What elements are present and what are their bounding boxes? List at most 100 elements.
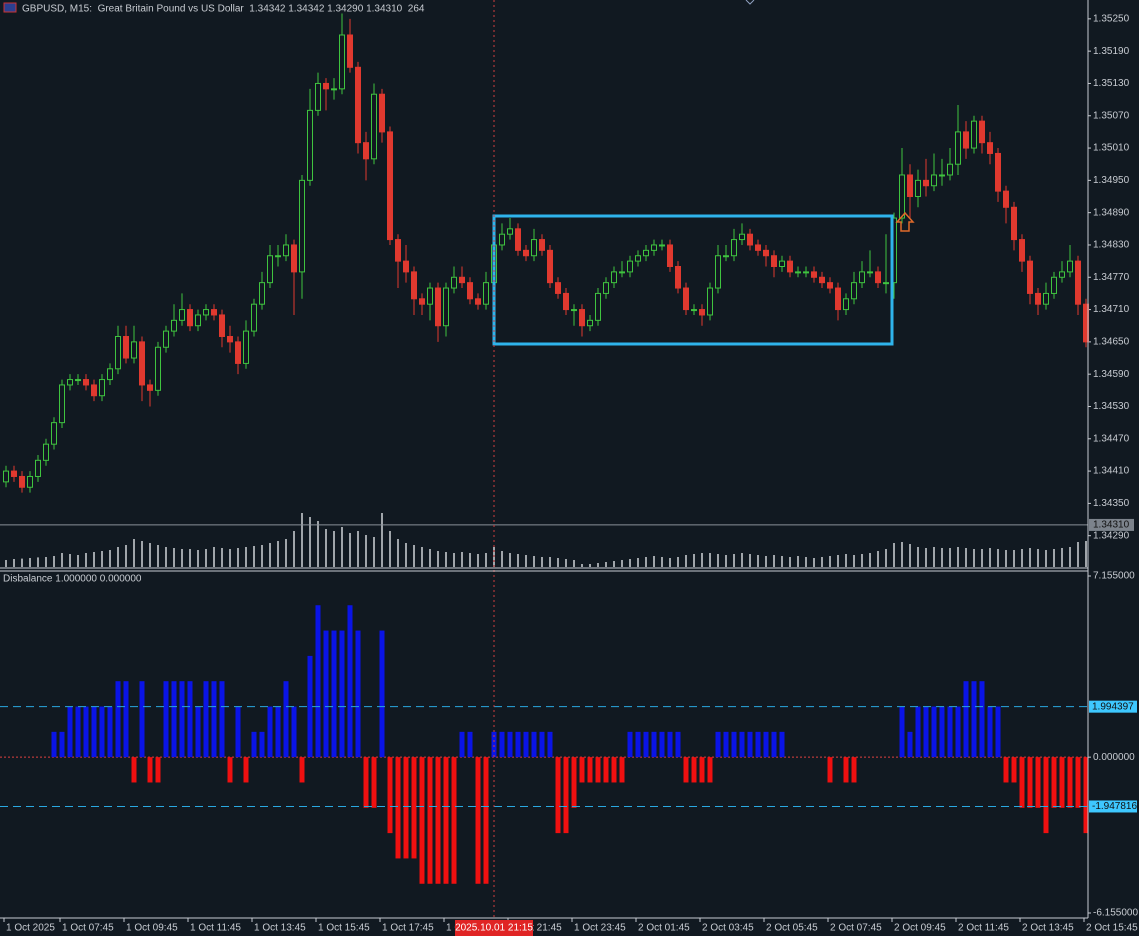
indicator-bar [59,731,65,758]
candle-body [1003,190,1009,208]
candle-body [963,131,969,149]
indicator-bar [355,630,361,758]
candle-body [27,475,33,488]
indicator-bar [291,706,297,758]
indicator-bar [395,757,401,859]
candle-body [131,341,137,359]
candle-body [139,341,145,386]
candle-body [587,319,593,327]
candle-body [203,309,209,316]
flag-icon [3,2,17,13]
indicator-bar [627,731,633,758]
indicator-bar [283,681,289,758]
candle-body [539,239,545,251]
candle-body [299,179,305,273]
candle-body [19,475,25,488]
indicator-bar [443,757,449,884]
x-tick-label: 2 Oct 05:45 [766,923,818,934]
candle-body [1075,260,1081,305]
candle-body [659,244,665,247]
candle-body [1035,292,1041,305]
indicator-bar [435,757,441,884]
last-price-label: 1.34310 [1093,520,1130,531]
indicator-bar [611,757,617,783]
candle-body [739,233,745,241]
indicator-bar [459,731,465,758]
candle-body [579,309,585,327]
x-tick-label: 2 Oct 13:45 [1022,923,1074,934]
candle-body [803,271,809,274]
indicator-bar [1043,757,1049,834]
y-tick-label: 1.34350 [1093,498,1130,509]
indicator-bar [675,731,681,758]
y-tick-label: -6.155000 [1093,908,1138,919]
indicator-bar [699,757,705,783]
indicator-bar [635,731,641,758]
y-tick-label: 1.35190 [1093,46,1130,57]
y-tick-label: 1.34890 [1093,207,1130,218]
candle-body [1019,239,1025,262]
candle-body [979,120,985,144]
indicator-bar [195,706,201,758]
indicator-bar [1035,757,1041,808]
candle-body [859,271,865,284]
x-tick-label: 2 Oct 15:45 [1086,923,1138,934]
indicator-bar [715,731,721,758]
candle-body [187,309,193,327]
indicator-bar [931,706,937,758]
candle-body [875,271,881,284]
indicator-bar [915,706,921,758]
candle-body [411,271,417,300]
indicator-bar [579,757,585,783]
candle-body [243,330,249,364]
indicator-bar [107,706,113,758]
x-tick-label: 1 Oct 11:45 [190,923,241,934]
level-box [1089,800,1137,813]
candle-body [347,34,353,68]
x-tick-label: 1 Oct 13:45 [254,923,306,934]
candle-body [595,292,601,321]
indicator-bar [347,605,353,758]
candle-body [1011,206,1017,241]
overlay: 1 Oct 2025 1 Oct 07:45 1 Oct 09:45 1 Oct 11… [3,518,1138,936]
candle-body [555,282,561,294]
indicator-bar [187,681,193,758]
indicator-bar [99,706,105,758]
last-price-box [1089,518,1134,531]
indicator-bar [211,681,217,758]
indicator-bar [315,605,321,758]
indicator-bar [955,706,961,758]
indicator-bar [371,757,377,808]
indicator-bar [203,681,209,758]
indicator-bar [227,757,233,783]
indicator-bar [947,706,953,758]
y-tick-label: 1.35010 [1093,143,1130,154]
candle-body [795,271,801,274]
candle-body [531,239,537,257]
y-tick-label: 1.35250 [1093,13,1130,24]
y-tick-label: 1.34410 [1093,466,1130,477]
indicator-bar [1059,757,1065,808]
candle-body [819,276,825,284]
candle-body [995,152,1001,192]
candle-body [355,66,361,144]
level-label: 1.994397 [1092,701,1134,712]
crosshair-label: 2025.10.01 21:15 [455,923,533,934]
candle-body [1051,276,1057,294]
candle-body [939,174,945,177]
candle-body [435,287,441,327]
candle-body [83,379,89,386]
candle-body [971,120,977,149]
candle-body [915,179,921,198]
candle-body [723,255,729,258]
indicator-bar [403,757,409,859]
y-tick-label: 1.34830 [1093,240,1130,251]
indicator-bar [243,757,249,783]
candle-body [779,260,785,268]
candle-body [11,470,17,477]
indicator-bar [483,757,489,884]
price-panel: 1.35250 1.35190 1.35130 1.35070 1.35010 1.349… [0,13,1130,567]
candle-body [619,271,625,274]
candle-body [67,379,73,386]
candle-body [227,335,233,343]
